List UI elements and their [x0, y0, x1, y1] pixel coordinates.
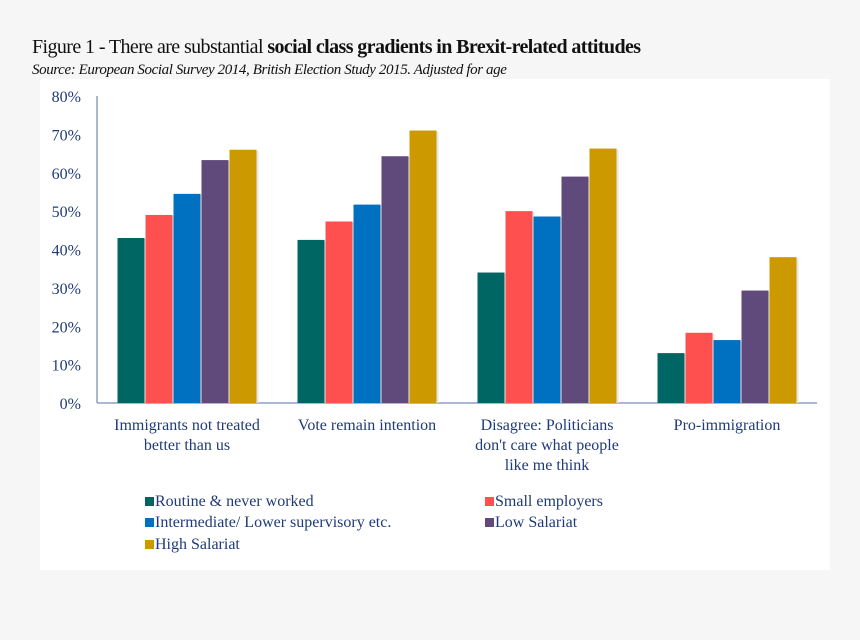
legend-swatch — [145, 540, 154, 549]
y-tick-label: 0% — [60, 396, 81, 413]
y-tick-label: 40% — [52, 243, 81, 260]
x-tick-label: don't care what people — [475, 437, 619, 454]
x-tick-label: like me think — [505, 457, 589, 474]
legend-swatch — [145, 518, 154, 527]
bar — [589, 148, 617, 403]
x-tick-label: Pro-immigration — [674, 417, 781, 434]
bar — [505, 211, 533, 403]
x-tick-label: better than us — [144, 437, 230, 454]
bar — [741, 290, 769, 403]
y-tick-label: 60% — [52, 166, 81, 183]
bar — [145, 214, 173, 403]
y-tick-label: 80% — [52, 89, 81, 106]
title-regular: Figure 1 - There are substantial — [32, 36, 268, 58]
legend-label: Low Salariat — [495, 514, 578, 531]
bar — [201, 160, 229, 403]
y-tick-label: 50% — [52, 204, 81, 221]
bar — [713, 340, 741, 403]
bar — [325, 221, 353, 403]
bar — [297, 239, 325, 403]
legend-swatch — [145, 497, 154, 506]
legend-label: Routine & never worked — [155, 493, 314, 510]
bar — [229, 149, 257, 403]
y-tick-label: 30% — [52, 281, 81, 298]
y-tick-label: 70% — [52, 127, 81, 144]
bar — [685, 332, 713, 403]
x-tick-label: Immigrants not treated — [114, 417, 260, 434]
legend-swatch — [485, 518, 494, 527]
legend-swatch — [485, 497, 494, 506]
bar — [657, 353, 685, 403]
bar — [409, 130, 437, 403]
bar — [561, 176, 589, 403]
legend-label: Intermediate/ Lower supervisory etc. — [155, 514, 391, 531]
y-tick-label: 20% — [52, 319, 81, 336]
bar — [769, 257, 797, 403]
bar — [381, 156, 409, 403]
legend-label: Small employers — [495, 493, 603, 510]
title-bold: social class gradients in Brexit-related… — [267, 36, 641, 58]
bar — [477, 272, 505, 403]
bar — [353, 204, 381, 403]
bar — [117, 237, 145, 403]
chart-source: Source: European Social Survey 2014, Bri… — [32, 62, 507, 78]
x-tick-label: Vote remain intention — [298, 417, 436, 434]
bar — [533, 216, 561, 403]
chart-title: Figure 1 - There are substantial social … — [32, 36, 641, 59]
bar — [173, 193, 201, 403]
x-tick-label: Disagree: Politicians — [481, 417, 614, 434]
y-tick-label: 10% — [52, 358, 81, 375]
legend-label: High Salariat — [155, 536, 240, 553]
